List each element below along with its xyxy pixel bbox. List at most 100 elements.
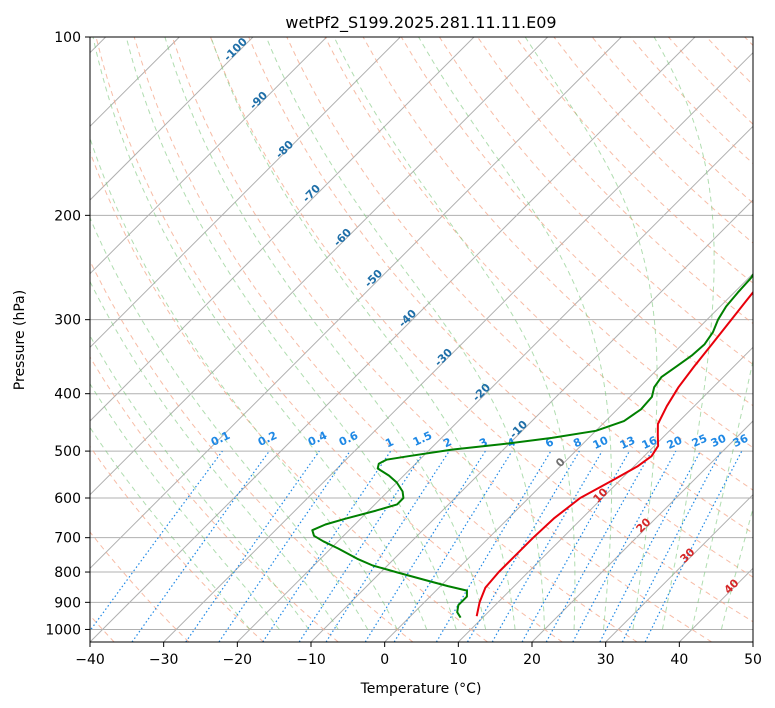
temperature-profile-line — [475, 290, 753, 617]
mixing-ratio-line — [435, 450, 552, 642]
y-tick-label: 1000 — [45, 622, 81, 638]
dry-adiabat-line — [133, 37, 638, 642]
plot-area: 0.1 0.2 0.4 0.6 1 1.5 2 3 4 6 8 10 13 16 20 25 30 36-100-… — [90, 35, 753, 642]
mixing-ratio-label: 0.2 — [256, 429, 279, 449]
x-tick-label: −20 — [223, 652, 253, 668]
dry-adiabat-label: -40 — [396, 307, 419, 330]
isotherm-line — [752, 641, 753, 642]
isotherm-line — [384, 272, 753, 642]
dry-adiabat-line — [90, 356, 339, 642]
y-tick-label: 200 — [54, 208, 81, 224]
dewpoint-profile-line — [311, 272, 753, 619]
dry-adiabat-line — [477, 37, 753, 325]
mixing-ratio-label: 20 — [665, 434, 685, 452]
mixing-ratio-line — [185, 450, 320, 642]
dry-adiabat-line — [515, 37, 753, 284]
x-tick-label: 20 — [523, 652, 541, 668]
isotherm-line — [90, 37, 254, 201]
moist-adiabat-line — [90, 334, 310, 630]
dry-adiabat-line — [438, 37, 753, 366]
moist-adiabat-line — [720, 506, 753, 630]
mixing-ratio-line — [364, 450, 486, 642]
dry-adiabat-label: -80 — [273, 138, 296, 161]
mixing-ratio-lines — [90, 450, 743, 642]
moist-adiabat-label: 10 — [591, 485, 611, 505]
y-tick-label: 800 — [54, 565, 81, 581]
isotherm-line — [605, 493, 753, 642]
y-tick-label: 700 — [54, 531, 81, 547]
mixing-ratio-label: 16 — [640, 434, 660, 452]
y-tick-label: 500 — [54, 444, 81, 460]
dry-adiabat-line — [90, 531, 190, 642]
dry-adiabat-label: -20 — [470, 381, 493, 404]
isotherm-line — [163, 51, 753, 642]
mixing-ratio-label: 0.6 — [337, 429, 360, 449]
x-axis-label: Temperature (°C) — [360, 681, 482, 697]
mixing-ratio-label: 25 — [690, 432, 709, 450]
mixing-ratio-label: 1 — [383, 435, 395, 450]
mixing-ratio-label: 13 — [618, 434, 637, 452]
dry-adiabat-line — [171, 37, 712, 642]
mixing-ratio-line — [572, 450, 677, 642]
mixing-ratio-label: 3 — [477, 435, 489, 450]
skewed-isotherms — [90, 37, 753, 642]
x-axis-ticks: −40 −30 −20 −10 0 10 20 30 40 50 — [75, 642, 762, 668]
dry-adiabat-label: -100 — [221, 35, 250, 64]
mixing-ratio-label: 36 — [731, 432, 751, 450]
moist-adiabat-label: 20 — [634, 515, 654, 535]
moist-adiabat-line — [265, 37, 546, 630]
moist-adiabat-line — [333, 37, 576, 630]
moist-adiabat-line — [90, 382, 280, 630]
moist-adiabat-line — [691, 358, 753, 630]
moist-adiabat-line — [524, 37, 658, 630]
dry-adiabat-line — [210, 37, 753, 623]
dry-adiabat-label: -50 — [362, 267, 385, 290]
plot-frame — [89, 36, 754, 643]
grid-lines — [90, 37, 753, 630]
moist-adiabat-label: 0 — [553, 455, 568, 470]
mixing-ratio-line — [262, 450, 392, 642]
dry-adiabat-line — [553, 37, 753, 244]
dry-adiabat-line — [90, 445, 264, 642]
isotherm-line — [310, 199, 753, 642]
dry-adiabats — [90, 37, 753, 642]
x-tick-label: 50 — [744, 652, 762, 668]
moist-adiabat-line — [164, 37, 487, 630]
x-tick-label: 40 — [670, 652, 688, 668]
mixing-ratio-label: 10 — [591, 434, 611, 452]
isotherm-line — [90, 37, 549, 496]
moist-adiabat-label: 40 — [722, 576, 742, 596]
dry-adiabat-line — [95, 37, 563, 642]
mixing-ratio-label: 0.4 — [306, 429, 329, 449]
x-tick-label: −10 — [296, 652, 326, 668]
dry-adiabat-line — [90, 150, 488, 642]
mixing-ratio-line — [325, 450, 450, 642]
mixing-ratio-line — [644, 450, 743, 642]
mixing-ratio-line — [393, 450, 513, 642]
dry-adiabat-label: -60 — [331, 226, 354, 249]
dry-adiabat-line — [248, 37, 753, 578]
mixing-ratio-label: 0.1 — [209, 429, 232, 449]
mixing-ratio-line — [90, 450, 223, 632]
moist-adiabat-label: 30 — [678, 545, 698, 565]
mixing-ratio-label: 30 — [709, 432, 729, 450]
isotherm-line — [457, 346, 753, 642]
mixing-ratio-label: 8 — [571, 435, 583, 450]
data-series — [311, 272, 753, 619]
mixing-ratio-line — [521, 450, 631, 642]
mixing-ratio-line — [298, 450, 425, 642]
mixing-ratio-line — [131, 450, 270, 642]
x-tick-label: 0 — [380, 652, 389, 668]
dry-adiabat-label: -70 — [300, 182, 323, 205]
y-tick-label: 900 — [54, 595, 81, 611]
y-tick-label: 600 — [54, 491, 81, 507]
background-labels: 0.1 0.2 0.4 0.6 1 1.5 2 3 4 6 8 10 13 16 20 25 30 36-100-… — [209, 35, 751, 597]
dry-adiabat-line — [744, 37, 753, 47]
mixing-ratio-line — [545, 450, 653, 642]
x-tick-label: 10 — [449, 652, 467, 668]
moist-adiabat-line — [418, 37, 613, 630]
isotherm-line — [90, 37, 622, 570]
isotherm-line — [90, 37, 696, 642]
dry-adiabat-label: -90 — [247, 89, 270, 112]
